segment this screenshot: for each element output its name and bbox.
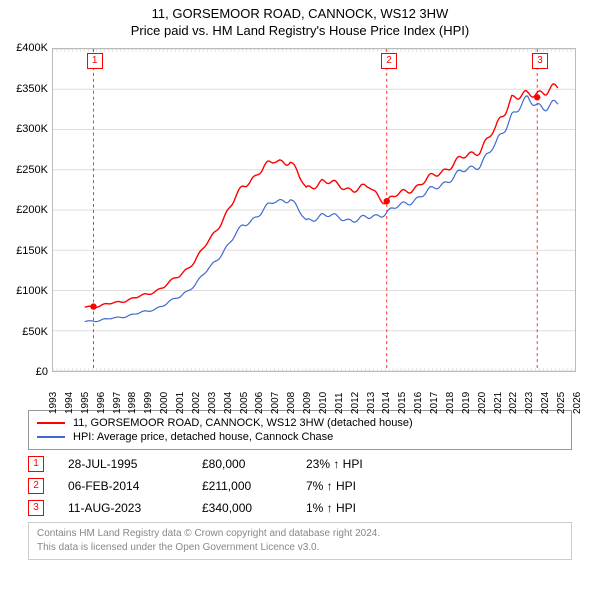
x-axis-label: 2026 [572, 392, 583, 414]
sale-row: 2 06-FEB-2014 £211,000 7% ↑ HPI [28, 478, 572, 494]
sale-row: 3 11-AUG-2023 £340,000 1% ↑ HPI [28, 500, 572, 516]
x-axis-label: 2022 [508, 392, 519, 414]
x-axis-label: 2008 [286, 392, 297, 414]
x-axis-label: 1994 [64, 392, 75, 414]
y-axis-label: £350K [16, 83, 48, 95]
x-axis-label: 2007 [270, 392, 281, 414]
sale-price: £80,000 [202, 457, 282, 471]
y-axis-label: £50K [22, 326, 48, 338]
x-axis-label: 1999 [143, 392, 154, 414]
page-subtitle: Price paid vs. HM Land Registry's House … [0, 23, 600, 38]
chart-canvas [53, 49, 575, 371]
x-axis-label: 2001 [175, 392, 186, 414]
legend: 11, GORSEMOOR ROAD, CANNOCK, WS12 3HW (d… [28, 410, 572, 450]
page-title: 11, GORSEMOOR ROAD, CANNOCK, WS12 3HW [0, 6, 600, 21]
x-axis-label: 1993 [48, 392, 59, 414]
y-axis-label: £200K [16, 204, 48, 216]
sale-marker: 1 [28, 456, 44, 472]
x-axis-label: 2016 [413, 392, 424, 414]
y-axis-label: £0 [36, 366, 48, 378]
chart-marker: 2 [381, 53, 397, 69]
chart-marker: 3 [532, 53, 548, 69]
legend-item: 11, GORSEMOOR ROAD, CANNOCK, WS12 3HW (d… [37, 417, 563, 429]
x-axis-label: 2006 [254, 392, 265, 414]
y-axis-label: £300K [16, 123, 48, 135]
legend-label: HPI: Average price, detached house, Cann… [73, 431, 333, 443]
x-axis-label: 1997 [112, 392, 123, 414]
x-axis-label: 2012 [350, 392, 361, 414]
legend-swatch [37, 436, 65, 438]
x-axis-label: 1996 [96, 392, 107, 414]
x-axis-label: 1995 [80, 392, 91, 414]
x-axis-label: 2003 [207, 392, 218, 414]
y-axis-label: £400K [16, 42, 48, 54]
x-axis-label: 2014 [381, 392, 392, 414]
sale-date: 11-AUG-2023 [68, 501, 178, 515]
x-axis-label: 2010 [318, 392, 329, 414]
x-axis-label: 1998 [127, 392, 138, 414]
sale-pct: 23% ↑ HPI [306, 457, 396, 471]
x-axis-label: 2021 [493, 392, 504, 414]
plot-area: 1 2 3 [52, 48, 576, 372]
x-axis-label: 2020 [477, 392, 488, 414]
legend-label: 11, GORSEMOOR ROAD, CANNOCK, WS12 3HW (d… [73, 417, 413, 429]
x-axis-label: 2015 [397, 392, 408, 414]
y-axis-label: £100K [16, 285, 48, 297]
legend-item: HPI: Average price, detached house, Cann… [37, 431, 563, 443]
chart-marker: 1 [87, 53, 103, 69]
x-axis-label: 2024 [540, 392, 551, 414]
sale-marker: 2 [28, 478, 44, 494]
x-axis-label: 2017 [429, 392, 440, 414]
sale-pct: 7% ↑ HPI [306, 479, 396, 493]
legend-swatch [37, 422, 65, 424]
x-axis-label: 2019 [461, 392, 472, 414]
x-axis-label: 2005 [239, 392, 250, 414]
x-axis-label: 2011 [334, 392, 345, 414]
x-axis-label: 2023 [524, 392, 535, 414]
sales-list: 1 28-JUL-1995 £80,000 23% ↑ HPI 2 06-FEB-2014… [28, 456, 572, 516]
x-axis-label: 2000 [159, 392, 170, 414]
attribution: Contains HM Land Registry data © Crown c… [28, 522, 572, 560]
sale-row: 1 28-JUL-1995 £80,000 23% ↑ HPI [28, 456, 572, 472]
sale-date: 06-FEB-2014 [68, 479, 178, 493]
x-axis-label: 2009 [302, 392, 313, 414]
sale-pct: 1% ↑ HPI [306, 501, 396, 515]
attribution-line: Contains HM Land Registry data © Crown c… [37, 527, 563, 541]
attribution-line: This data is licensed under the Open Gov… [37, 541, 563, 555]
x-axis-label: 2018 [445, 392, 456, 414]
sale-date: 28-JUL-1995 [68, 457, 178, 471]
sale-price: £211,000 [202, 479, 282, 493]
x-axis-label: 2004 [223, 392, 234, 414]
sale-marker: 3 [28, 500, 44, 516]
x-axis-label: 2025 [556, 392, 567, 414]
y-axis-label: £250K [16, 164, 48, 176]
x-axis-label: 2013 [366, 392, 377, 414]
y-axis-label: £150K [16, 245, 48, 257]
price-chart: 123 £0£50K£100K£150K£200K£250K£300K£350K… [20, 40, 580, 400]
sale-price: £340,000 [202, 501, 282, 515]
x-axis-label: 2002 [191, 392, 202, 414]
